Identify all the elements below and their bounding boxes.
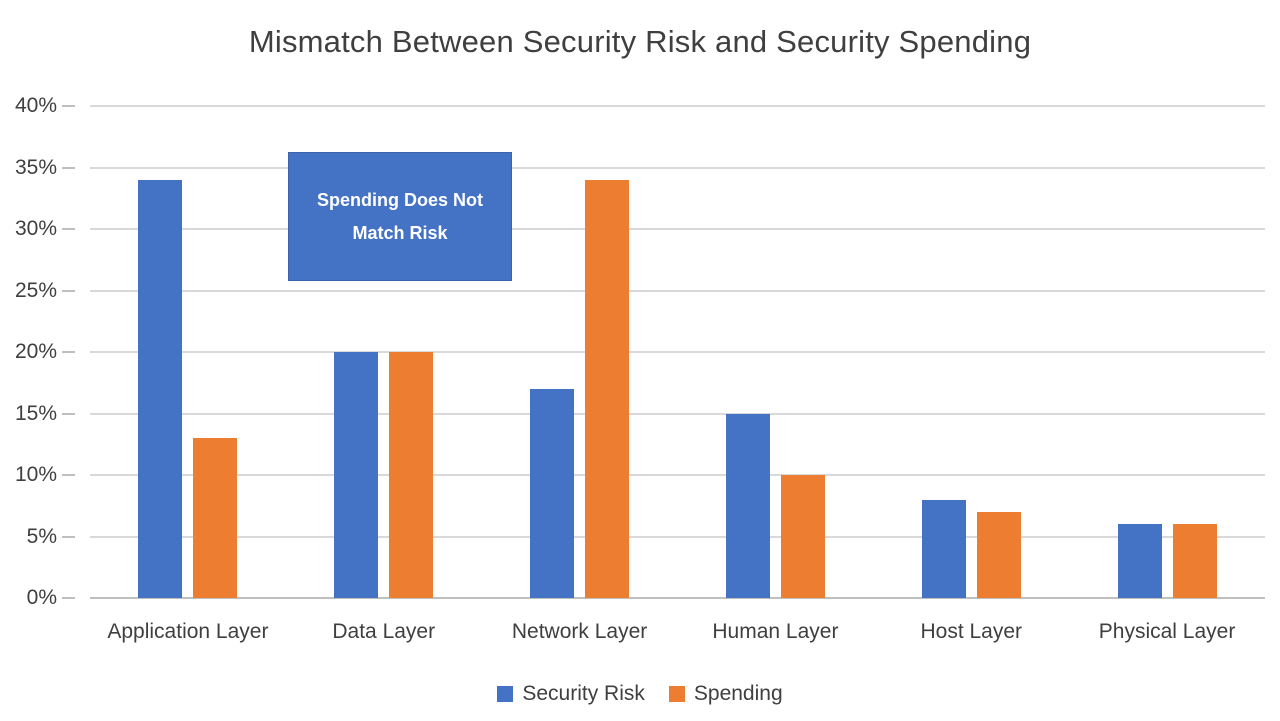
bar-spending [780,475,825,598]
gridline [90,535,1265,538]
y-axis-tick [62,535,75,538]
bar-security-risk [725,413,770,598]
bar-spending [193,438,238,598]
gridline [90,166,1265,169]
gridline [90,228,1265,230]
y-axis-tick [62,412,75,415]
y-axis-label: 5% [26,524,57,548]
y-axis-tick [62,351,75,353]
y-axis-label: 25% [14,278,57,302]
bar-security-risk [334,352,379,598]
bar-security-risk [1117,524,1162,598]
y-axis-label: 0% [26,586,57,609]
y-axis-tick [62,228,75,230]
y-axis-label: 15% [14,401,57,425]
legend: Security Risk Spending [0,679,1280,709]
chart-title: Mismatch Between Security Risk and Secur… [248,24,1032,59]
y-axis-tick [62,105,75,107]
y-axis-label: 20% [14,340,57,363]
bar-spending [389,352,434,598]
gridline [90,351,1265,353]
legend-item-security-risk: Security Risk [497,682,645,706]
y-axis-tick [62,474,75,476]
x-axis-label: Physical Layer [1098,620,1236,643]
gridline [90,474,1265,476]
y-axis-tick [62,166,75,169]
annotation-line-1: Spending Does Not [317,189,483,210]
x-axis-label: Host Layer [920,620,1023,643]
x-axis-labels: Application Layer Data Layer Network Layer… [90,615,1265,651]
legend-swatch-spending [668,686,685,702]
x-axis-label: Human Layer [712,620,839,643]
bar-spending [976,511,1021,598]
annotation-box: Spending Does Not Match Risk [288,152,512,281]
legend-label-security-risk: Security Risk [522,682,645,705]
y-axis-tick [62,289,75,292]
x-axis-label: Network Layer [511,620,648,643]
plot-area [90,105,1265,599]
x-axis-line [90,597,1265,599]
y-axis-label: 30% [14,217,57,240]
legend-swatch-security-risk [497,686,514,702]
gridline [90,412,1265,415]
bar-spending [585,179,630,598]
y-axis-label: 35% [14,155,57,179]
x-axis-label: Data Layer [332,620,436,643]
y-axis-label: 40% [14,94,57,117]
bar-security-risk [530,388,575,598]
y-axis-tick [62,597,75,599]
annotation-line-2: Match Risk [352,222,448,243]
bar-security-risk [921,499,966,598]
x-axis-label: Application Layer [107,620,269,643]
gridline [90,289,1265,292]
legend-item-spending: Spending [668,682,783,706]
bar-spending [1172,524,1217,598]
y-axis-label: 10% [14,463,57,486]
legend-label-spending: Spending [693,682,783,705]
bar-security-risk [138,179,183,598]
gridline [90,105,1265,107]
